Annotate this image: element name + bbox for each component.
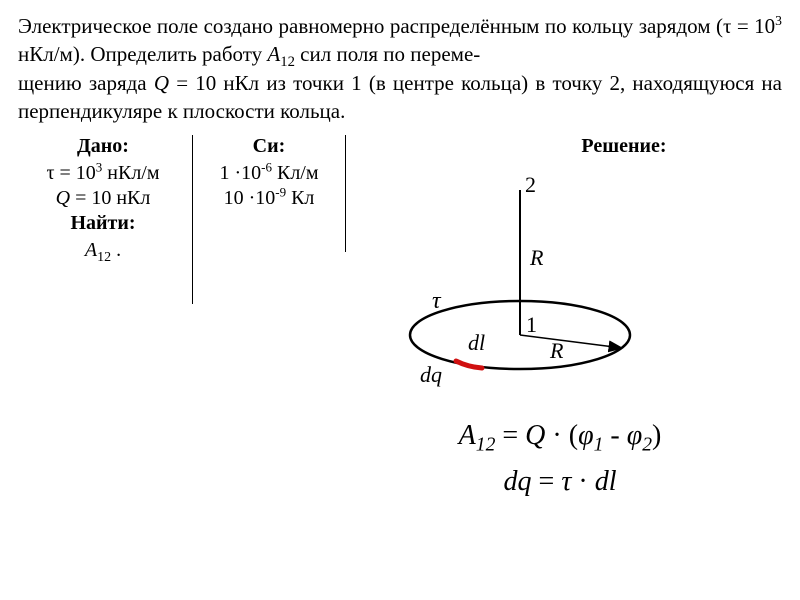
Q-var: Q <box>154 71 169 95</box>
formula-work: A12 = Q · (φ1 - φ2) <box>370 420 750 452</box>
problem-text: Электрическое поле создано равномерно ра… <box>18 14 723 38</box>
label-dq: dq <box>420 362 442 388</box>
label-pt1: 1 <box>526 312 537 338</box>
problem-statement: Электрическое поле создано равномерно ра… <box>18 12 782 125</box>
label-pt2: 2 <box>525 172 536 198</box>
eq-text: = 10 <box>731 14 775 38</box>
find-header: Найти: <box>18 212 188 235</box>
given-header: Дано: <box>18 135 188 158</box>
find-target: A12 . <box>18 239 188 262</box>
text3: щению заряда <box>18 71 154 95</box>
unit: нКл/м). Определить работу <box>18 42 267 66</box>
si-column: Си: 1 ·10-6 Кл/м 10 ·10-9 Кл <box>193 135 346 252</box>
given-row-tau: τ = 103 нКл/м <box>18 162 188 185</box>
A-var: A <box>267 42 280 66</box>
si-header: Си: <box>199 135 339 158</box>
si-row2: 10 ·10-9 Кл <box>199 187 339 210</box>
A-sub: 12 <box>280 55 295 71</box>
si-row1: 1 ·10-6 Кл/м <box>199 162 339 185</box>
given-column: Дано: τ = 103 нКл/м Q = 10 нКл Найти: A1… <box>18 135 193 304</box>
exp: 3 <box>775 13 782 28</box>
formula-dq: dq = τ · dl <box>370 466 750 498</box>
solution-column: Решение: <box>346 135 782 162</box>
ring-diagram: 2 1 R R τ dl dq <box>370 160 670 400</box>
label-dl: dl <box>468 330 485 356</box>
formulas-block: A12 = Q · (φ1 - φ2) dq = τ · dl <box>370 420 750 498</box>
given-row-q: Q = 10 нКл <box>18 187 188 210</box>
label-tau: τ <box>432 288 441 315</box>
label-R-top: R <box>530 245 543 271</box>
text2: сил поля по переме- <box>295 42 480 66</box>
solution-header: Решение: <box>346 135 782 158</box>
diagram-svg <box>370 160 670 400</box>
label-R-bot: R <box>550 338 563 364</box>
